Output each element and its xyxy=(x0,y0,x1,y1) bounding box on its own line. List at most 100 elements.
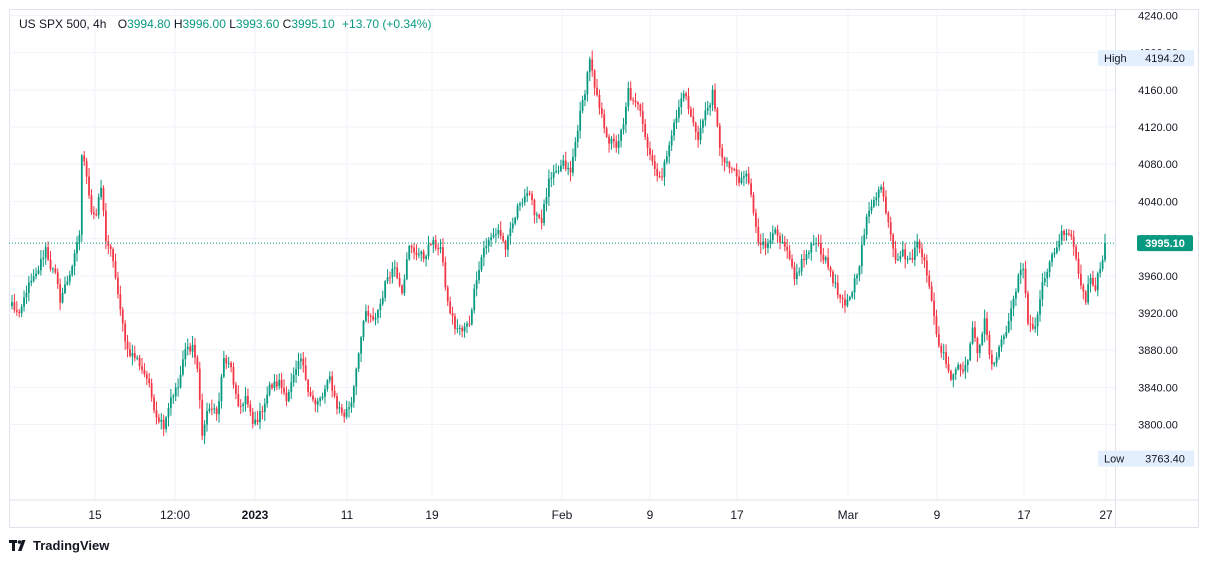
candle-body xyxy=(309,391,312,396)
candle-body xyxy=(800,259,803,272)
candle-body xyxy=(314,399,317,405)
candle-body xyxy=(20,306,23,313)
candle-body xyxy=(1029,323,1032,325)
candle-body xyxy=(771,232,774,241)
candle-body xyxy=(52,268,54,270)
candle-body xyxy=(268,384,271,395)
candle-body xyxy=(391,268,394,278)
candle-body xyxy=(15,310,18,312)
candle-body xyxy=(844,299,846,306)
x-tick-label: 2023 xyxy=(242,508,269,522)
chart-panel[interactable] xyxy=(9,9,1199,528)
candle-body xyxy=(292,374,295,383)
x-tick-label: 9 xyxy=(934,508,941,522)
candle-body xyxy=(516,205,519,218)
candle-body xyxy=(1024,268,1027,294)
candle-body xyxy=(966,360,969,366)
candle-body xyxy=(104,210,107,242)
candle-body xyxy=(1017,275,1020,292)
candle-body xyxy=(97,197,100,216)
high-label: H xyxy=(173,17,183,31)
candle-body xyxy=(899,256,902,260)
candle-body xyxy=(767,243,769,248)
candle-body xyxy=(637,102,639,105)
candle-body xyxy=(470,310,473,325)
candle-body xyxy=(1031,323,1034,329)
candle-body xyxy=(422,251,425,259)
candle-body xyxy=(653,161,656,169)
candles xyxy=(11,50,1106,445)
tradingview-logo[interactable]: TradingView xyxy=(9,538,109,553)
x-tick-label: Feb xyxy=(552,508,573,522)
candle-body xyxy=(735,169,738,177)
candle-body xyxy=(249,404,252,412)
candle-body xyxy=(634,100,637,103)
candle-body xyxy=(1058,240,1061,248)
candle-body xyxy=(803,259,805,261)
candle-body xyxy=(677,107,680,118)
candle-body xyxy=(942,352,945,354)
candle-body xyxy=(974,327,976,339)
candle-body xyxy=(709,104,712,108)
candle-body xyxy=(333,390,336,396)
candle-body xyxy=(1096,273,1099,291)
candle-body xyxy=(92,212,95,215)
candle-body xyxy=(73,253,76,267)
candle-body xyxy=(413,247,415,253)
x-tick-label: Mar xyxy=(838,508,859,522)
candle-body xyxy=(13,302,16,311)
candle-body xyxy=(316,401,319,405)
candle-body xyxy=(596,87,598,95)
candle-body xyxy=(1075,246,1078,259)
candle-body xyxy=(747,173,750,184)
candle-body xyxy=(706,107,709,111)
candle-body xyxy=(1070,234,1073,237)
candle-body xyxy=(745,173,748,177)
candle-body xyxy=(998,346,1000,358)
candle-body xyxy=(793,266,796,280)
candle-body xyxy=(906,258,909,260)
candle-body xyxy=(225,358,228,364)
candle-body xyxy=(925,260,928,276)
candle-body xyxy=(668,145,671,157)
candle-body xyxy=(259,411,261,423)
candle-body xyxy=(913,247,916,260)
candle-body xyxy=(1015,291,1017,299)
candle-body xyxy=(196,357,199,369)
candle-body xyxy=(704,110,707,121)
candle-body xyxy=(885,196,887,214)
candle-body xyxy=(918,241,921,249)
candle-body xyxy=(528,193,531,195)
candle-body xyxy=(386,277,389,282)
low-label: L xyxy=(229,17,236,31)
candle-body xyxy=(557,170,560,172)
candle-body xyxy=(499,229,502,237)
candle-body xyxy=(875,197,878,200)
candle-body xyxy=(25,292,28,298)
candle-body xyxy=(227,362,230,364)
candle-body xyxy=(976,338,979,354)
candle-body xyxy=(336,395,338,409)
candle-body xyxy=(639,104,642,112)
candle-body xyxy=(427,244,430,257)
candle-body xyxy=(690,109,692,117)
candle-body xyxy=(685,93,687,97)
candle-body xyxy=(995,357,998,363)
candle-body xyxy=(872,199,875,207)
candle-body xyxy=(88,176,90,196)
candle-body xyxy=(32,276,35,281)
candle-body xyxy=(312,395,314,400)
candle-body xyxy=(605,128,608,137)
candle-body xyxy=(550,177,553,179)
candle-body xyxy=(126,341,129,350)
candle-body xyxy=(832,271,834,284)
candle-body xyxy=(649,148,651,155)
candle-body xyxy=(30,280,33,283)
candle-body xyxy=(403,279,406,294)
candle-body xyxy=(622,124,625,130)
candle-body xyxy=(755,212,757,227)
candle-body xyxy=(795,272,798,280)
candle-body xyxy=(367,311,370,316)
symbol-name[interactable]: US SPX 500, 4h xyxy=(19,17,107,31)
